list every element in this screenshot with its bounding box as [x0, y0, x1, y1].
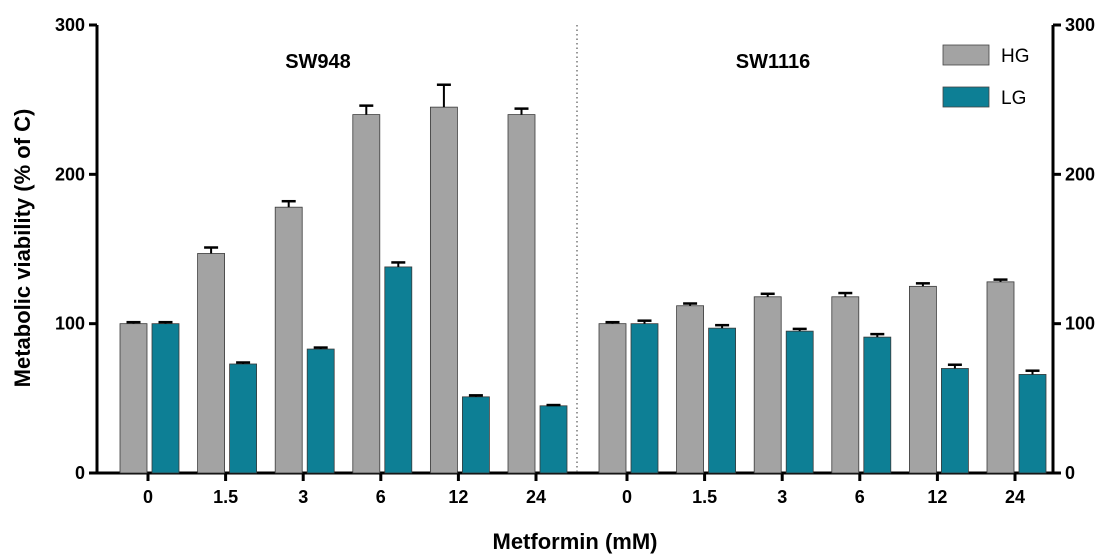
- y-tick-label-right: 0: [1065, 463, 1075, 483]
- bar-hg: [352, 114, 381, 474]
- x-tick-label: 0: [143, 487, 153, 507]
- plot-area: 0 0 100 100 200 200 300 300 0 1.5 3 6 12 24 0 1.5 3 6 12 24: [55, 15, 1095, 507]
- y-tick-label-left: 100: [55, 314, 85, 334]
- bar-lg: [1018, 374, 1047, 474]
- bar-hg: [831, 296, 860, 474]
- bar-hg: [753, 296, 782, 474]
- x-axis-title: Metformin (mM): [493, 529, 658, 554]
- y-tick-label-left: 200: [55, 164, 85, 184]
- bar-lg: [461, 396, 490, 474]
- x-tick-label: 12: [927, 487, 947, 507]
- x-tick-label: 6: [855, 487, 865, 507]
- bar-hg: [676, 305, 704, 474]
- x-tick-label: 0: [622, 487, 632, 507]
- bar-hg: [986, 281, 1015, 474]
- y-axis-title: Metabolic viability (% of C): [10, 109, 35, 388]
- bar-hg: [119, 323, 148, 474]
- bar-lg: [708, 327, 736, 474]
- y-tick-label-right: 200: [1065, 164, 1095, 184]
- bar-hg: [507, 114, 536, 474]
- bar-lg: [539, 405, 568, 474]
- x-tick-label: 24: [1005, 487, 1025, 507]
- bar-hg: [197, 253, 226, 474]
- bar-lg: [384, 266, 413, 474]
- legend-swatch-lg: [942, 86, 990, 108]
- panel-label-right: SW1116: [736, 51, 811, 73]
- legend: HG LG: [942, 44, 1030, 109]
- bar-lg: [306, 348, 335, 474]
- legend-swatch-hg: [942, 44, 990, 66]
- bar-hg: [598, 323, 627, 474]
- bar-hg: [429, 106, 458, 474]
- bar-lg: [151, 323, 180, 474]
- bar-lg: [863, 336, 892, 474]
- bar-hg: [909, 285, 937, 474]
- y-tick-label-left: 0: [75, 463, 85, 483]
- y-tick-label-left: 300: [55, 15, 85, 35]
- legend-label-hg: HG: [1001, 46, 1030, 67]
- x-tick-label: 3: [298, 487, 308, 507]
- legend-label-lg: LG: [1001, 88, 1026, 109]
- bar-lg: [630, 323, 659, 474]
- x-tick-label: 1.5: [692, 487, 717, 507]
- x-tick-label: 12: [448, 487, 468, 507]
- x-tick-label: 24: [526, 487, 546, 507]
- bar-lg: [941, 368, 969, 474]
- y-tick-label-right: 300: [1065, 15, 1095, 35]
- x-tick-label: 1.5: [213, 487, 238, 507]
- y-tick-label-right: 100: [1065, 314, 1095, 334]
- bar-lg: [785, 330, 814, 474]
- x-tick-label: 6: [376, 487, 386, 507]
- x-tick-label: 3: [777, 487, 787, 507]
- panel-label-left: SW948: [285, 51, 351, 73]
- bar-lg: [229, 363, 258, 474]
- bar-hg: [274, 206, 303, 474]
